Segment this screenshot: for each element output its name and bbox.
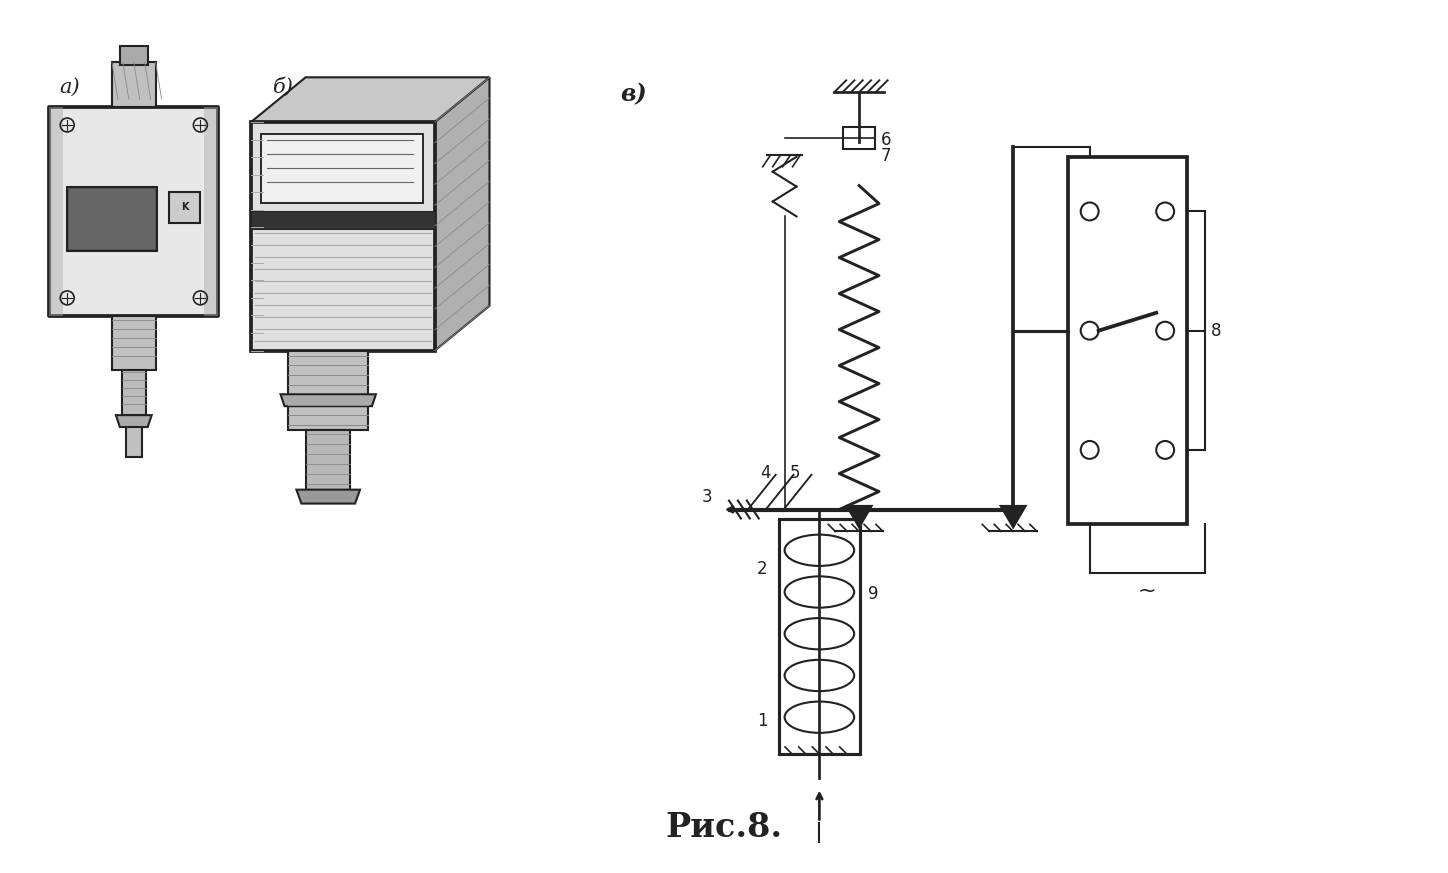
Bar: [67, 187, 156, 251]
Text: 4: 4: [760, 464, 770, 482]
Bar: [288, 351, 368, 430]
Bar: [261, 134, 423, 203]
Text: 3: 3: [701, 488, 712, 505]
Text: K: K: [181, 203, 188, 212]
Polygon shape: [1001, 506, 1025, 527]
Text: 8: 8: [1211, 321, 1221, 340]
Text: 9: 9: [869, 585, 879, 603]
Text: 2: 2: [757, 560, 767, 578]
Bar: [843, 127, 875, 148]
Bar: [120, 45, 148, 65]
Text: 7: 7: [880, 147, 892, 165]
Bar: [111, 62, 155, 107]
Bar: [70, 189, 155, 249]
Text: Рис.8.: Рис.8.: [666, 811, 782, 844]
Bar: [122, 370, 146, 416]
Text: б): б): [272, 78, 294, 97]
Bar: [251, 122, 434, 351]
Text: 6: 6: [880, 131, 892, 149]
Bar: [126, 427, 142, 457]
Bar: [251, 211, 434, 230]
Bar: [1067, 157, 1187, 525]
Bar: [204, 107, 219, 316]
Polygon shape: [251, 78, 489, 122]
Polygon shape: [281, 395, 376, 406]
Polygon shape: [434, 78, 489, 351]
Bar: [779, 519, 860, 754]
Text: 1: 1: [757, 712, 767, 730]
Text: ~: ~: [1138, 581, 1157, 601]
Bar: [168, 191, 200, 223]
Text: 5: 5: [789, 464, 801, 482]
Bar: [307, 430, 350, 490]
Bar: [49, 107, 64, 316]
Polygon shape: [116, 416, 152, 427]
Text: в): в): [621, 82, 647, 107]
Polygon shape: [297, 490, 361, 504]
Bar: [49, 107, 219, 316]
Bar: [111, 316, 155, 370]
Text: а): а): [59, 78, 80, 96]
Polygon shape: [847, 506, 872, 527]
